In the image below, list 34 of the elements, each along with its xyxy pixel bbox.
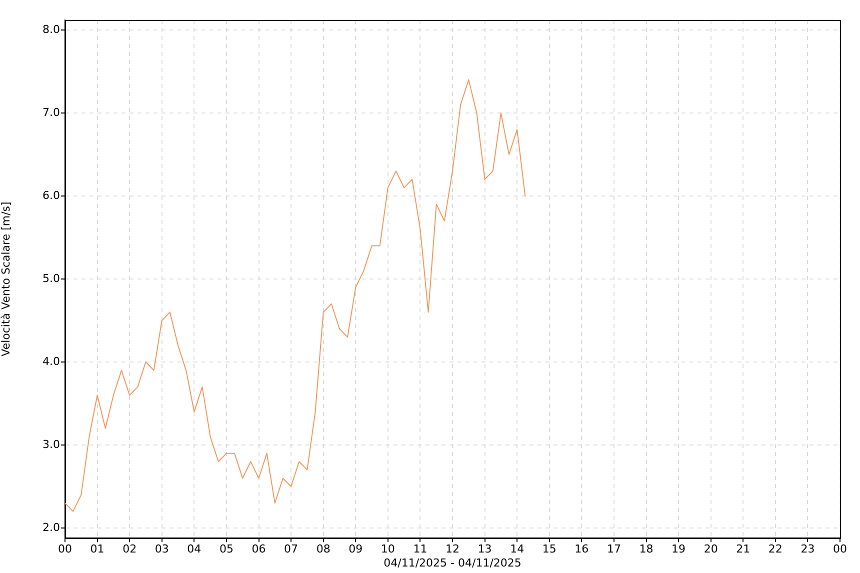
- x-tick-label: 02: [122, 542, 137, 556]
- y-tick-label: 2.0: [42, 520, 60, 534]
- x-tick-label: 17: [606, 542, 621, 556]
- y-tick-label: 7.0: [42, 106, 60, 119]
- x-tick-label: 01: [90, 542, 104, 556]
- x-tick-label: 04: [187, 542, 202, 556]
- x-tick-label: 15: [542, 542, 556, 556]
- x-tick-label: 07: [284, 542, 298, 556]
- y-axis-title: Velocità Vento Scalare [m/s]: [0, 202, 12, 356]
- x-axis-title: 04/11/2025 - 04/11/2025: [384, 556, 522, 570]
- x-tick-label: 05: [219, 542, 234, 556]
- y-tick-label: 5.0: [42, 272, 60, 285]
- x-tick-label: 12: [446, 542, 460, 556]
- y-tick-label: 4.0: [42, 354, 60, 368]
- x-tick-label: 10: [380, 542, 395, 556]
- x-tick-label: 16: [574, 542, 589, 556]
- x-tick-label: 21: [736, 542, 750, 556]
- x-tick-label: 00: [833, 542, 847, 556]
- x-tick-label: 11: [413, 542, 428, 556]
- x-tick-label: 22: [768, 542, 782, 556]
- x-tick-label: 14: [510, 542, 524, 556]
- x-tick-label: 13: [478, 542, 492, 556]
- x-tick-label: 03: [154, 542, 169, 556]
- y-tick-label: 8.0: [42, 22, 60, 36]
- x-tick-label: 23: [800, 542, 815, 556]
- y-tick-label: 3.0: [42, 438, 60, 451]
- x-tick-label: 20: [704, 542, 718, 556]
- x-tick-label: 19: [672, 542, 686, 556]
- x-tick-label: 06: [252, 542, 266, 556]
- x-tick-label: 08: [316, 542, 330, 556]
- x-tick-label: 09: [348, 542, 363, 556]
- y-tick-label: 6.0: [42, 188, 60, 202]
- x-tick-label: 00: [58, 542, 72, 556]
- x-tick-label: 18: [639, 542, 654, 556]
